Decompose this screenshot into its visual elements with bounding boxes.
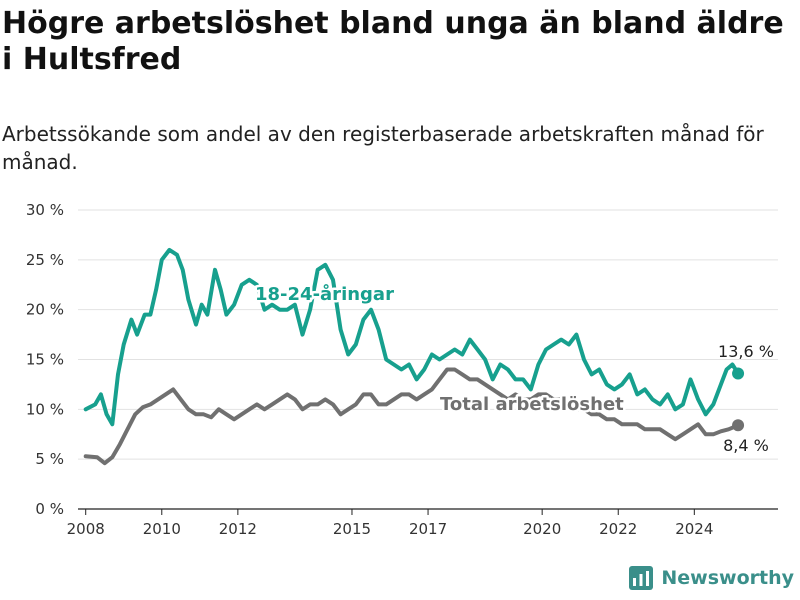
x-tick-label: 2017 — [409, 520, 447, 538]
total-end-label: 8,4 % — [723, 436, 769, 455]
y-tick-label: 20 % — [26, 301, 64, 319]
x-tick-label: 2008 — [67, 520, 105, 538]
total-series-label-halo: Total arbetslöshet — [440, 394, 624, 415]
y-tick-label: 25 % — [26, 251, 64, 269]
y-tick-label: 15 % — [26, 351, 64, 369]
x-tick-label: 2010 — [143, 520, 181, 538]
youth-series-label: 18-24-åringar — [255, 283, 394, 305]
x-axis: 2008 2010 2012 2015 2017 2020 2022 2024 — [67, 509, 713, 538]
chart-title: Högre arbetslöshet bland unga än bland ä… — [2, 6, 784, 77]
brand-name: Newsworthy — [661, 567, 794, 589]
youth-series-line — [83, 247, 741, 427]
y-axis: 0 % 5 % 10 % 15 % 20 % 25 % 30 % — [26, 201, 64, 518]
youth-series-label-halo: 18-24-åringar — [255, 283, 394, 305]
chart-subtitle: Arbetssökande som andel av den registerb… — [2, 122, 764, 174]
x-tick-label: 2020 — [523, 520, 561, 538]
newsworthy-brand[interactable]: Newsworthy — [629, 564, 794, 592]
total-series-line — [83, 367, 741, 466]
x-tick-label: 2012 — [219, 520, 257, 538]
youth-end-label: 13,6 % — [718, 342, 774, 361]
x-tick-label: 2022 — [599, 520, 637, 538]
y-tick-label: 0 % — [35, 500, 64, 518]
series-lines — [83, 247, 745, 466]
x-tick-label: 2024 — [675, 520, 713, 538]
total-series-label: Total arbetslöshet — [440, 394, 624, 415]
youth-end-point — [732, 367, 745, 380]
total-end-point — [732, 419, 745, 432]
bar-chart-icon — [629, 566, 654, 590]
y-tick-label: 10 % — [26, 400, 64, 418]
y-tick-label: 5 % — [35, 450, 64, 468]
y-tick-label: 30 % — [26, 201, 64, 219]
x-tick-label: 2015 — [333, 520, 371, 538]
